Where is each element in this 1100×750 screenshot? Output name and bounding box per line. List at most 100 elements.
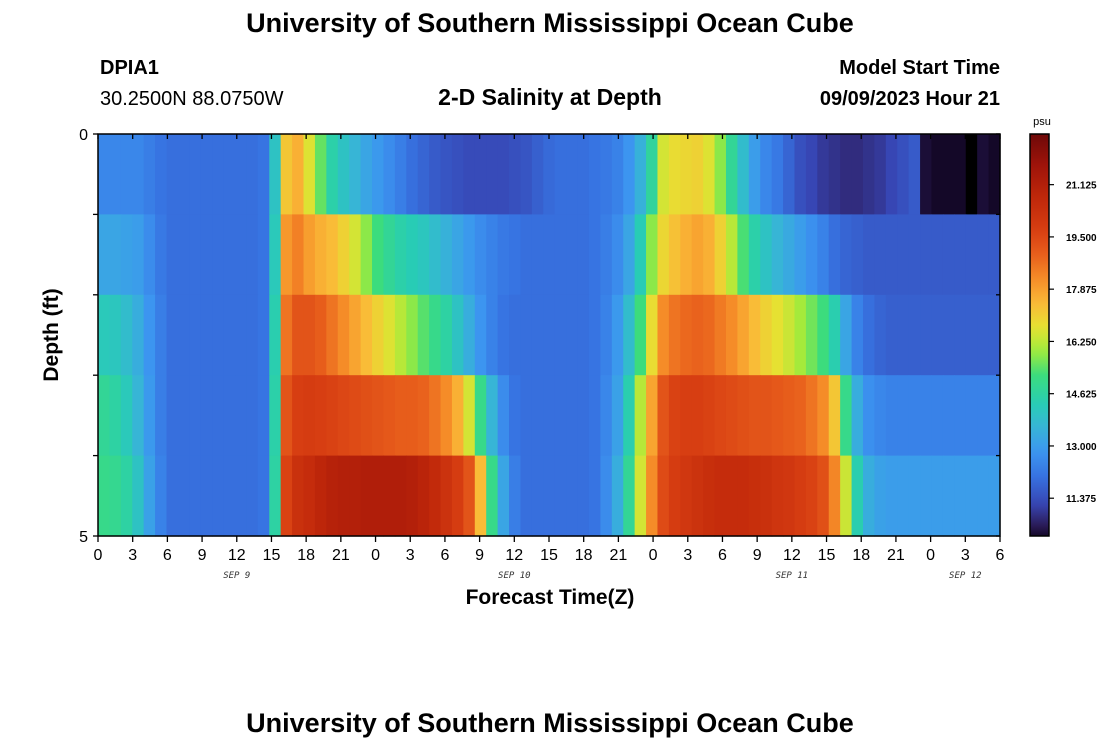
heatmap-cell (200, 294, 213, 376)
heatmap-cell (931, 294, 944, 376)
heatmap-cell (109, 455, 122, 537)
x-tick-label: 9 (753, 547, 762, 564)
heatmap-cell (851, 455, 864, 537)
heatmap-cell (463, 134, 476, 215)
heatmap-cell (543, 294, 556, 376)
heatmap-cell (314, 455, 327, 537)
heatmap-cell (703, 134, 716, 215)
date-label: SEP 9 (223, 571, 250, 581)
heatmap-cell (920, 294, 933, 376)
heatmap-cell (657, 455, 670, 537)
heatmap-cell (349, 294, 362, 376)
heatmap-cell (737, 214, 750, 296)
station-coords: 30.2500N 88.0750W (100, 88, 284, 110)
heatmap-cell (931, 455, 944, 537)
heatmap-cell (954, 134, 967, 215)
heatmap-cell (280, 375, 293, 457)
heatmap-cell (623, 455, 636, 537)
heatmap-cell (794, 294, 807, 376)
heatmap-cell (748, 294, 761, 376)
heatmap-cell (885, 375, 898, 457)
heatmap-cell (748, 214, 761, 296)
heatmap-cell (212, 214, 225, 296)
heatmap-cell (783, 375, 796, 457)
heatmap-cell (383, 455, 396, 537)
heatmap-cell (189, 214, 202, 296)
heatmap-cell (269, 455, 282, 537)
heatmap-cell (965, 214, 978, 296)
heatmap-cell (714, 214, 727, 296)
x-tick-label: 3 (683, 547, 692, 564)
model-start-value: 09/09/2023 Hour 21 (819, 88, 1000, 110)
heatmap-cell (212, 134, 225, 215)
heatmap-cell (828, 214, 841, 296)
heatmap-cell (760, 134, 773, 215)
heatmap-cell (817, 134, 830, 215)
heatmap-cell (760, 214, 773, 296)
x-tick-label: 12 (228, 547, 246, 564)
heatmap-cell (417, 375, 430, 457)
heatmap-cell (143, 214, 156, 296)
y-tick-label: 5 (79, 529, 88, 546)
heatmap-cell (634, 214, 647, 296)
heatmap-cell (235, 455, 248, 537)
heatmap-cell (246, 134, 259, 215)
colorbar-tick-label: 14.625 (1066, 390, 1097, 401)
heatmap-cell (360, 455, 373, 537)
x-tick-label: 12 (783, 547, 801, 564)
heatmap-cell (132, 375, 145, 457)
heatmap-cell (908, 214, 921, 296)
heatmap-cell (623, 375, 636, 457)
colorbar-unit: psu (1033, 116, 1051, 128)
heatmap-cell (851, 134, 864, 215)
heatmap-cell (109, 375, 122, 457)
heatmap-cell (554, 214, 567, 296)
heatmap-cell (566, 455, 579, 537)
heatmap-cell (646, 134, 659, 215)
heatmap-cell (634, 294, 647, 376)
x-axis-label: Forecast Time(Z) (466, 586, 635, 609)
heatmap-cell (451, 375, 464, 457)
heatmap-cell (223, 134, 236, 215)
heatmap-cell (303, 134, 316, 215)
heatmap-cell (623, 134, 636, 215)
heatmap-cell (680, 375, 693, 457)
heatmap-cell (520, 375, 533, 457)
heatmap-cell (451, 294, 464, 376)
heatmap-cell (360, 214, 373, 296)
heatmap-cell (897, 375, 910, 457)
heatmap-cell (166, 455, 179, 537)
heatmap-cell (680, 134, 693, 215)
heatmap-cell (714, 375, 727, 457)
heatmap-cell (509, 294, 522, 376)
heatmap-cell (429, 375, 442, 457)
heatmap-cell (132, 294, 145, 376)
heatmap-cell (840, 134, 853, 215)
heatmap-cell (725, 214, 738, 296)
heatmap-cell (223, 375, 236, 457)
heatmap-cell (554, 455, 567, 537)
heatmap-cell (954, 214, 967, 296)
heatmap-cell (874, 294, 887, 376)
colorbar-gradient (1029, 133, 1050, 537)
heatmap-cell (429, 294, 442, 376)
x-tick-label: 0 (926, 547, 935, 564)
heatmap-cell (132, 214, 145, 296)
heatmap-cell (897, 134, 910, 215)
heatmap-cell (862, 455, 876, 537)
heatmap-cell (177, 134, 190, 215)
heatmap-cell (737, 375, 750, 457)
heatmap-cell (646, 294, 659, 376)
heatmap-cell (349, 214, 362, 296)
model-start-label: Model Start Time (839, 57, 1000, 79)
heatmap-cell (383, 214, 396, 296)
heatmap-cell (725, 294, 738, 376)
page-title: University of Southern Mississippi Ocean… (246, 8, 854, 38)
heatmap-cell (588, 455, 601, 537)
heatmap-cell (965, 134, 978, 215)
heatmap-cell (200, 134, 213, 215)
heatmap-cell (874, 134, 887, 215)
heatmap-cell (783, 214, 796, 296)
heatmap-cell (474, 214, 487, 296)
heatmap-cell (406, 375, 419, 457)
